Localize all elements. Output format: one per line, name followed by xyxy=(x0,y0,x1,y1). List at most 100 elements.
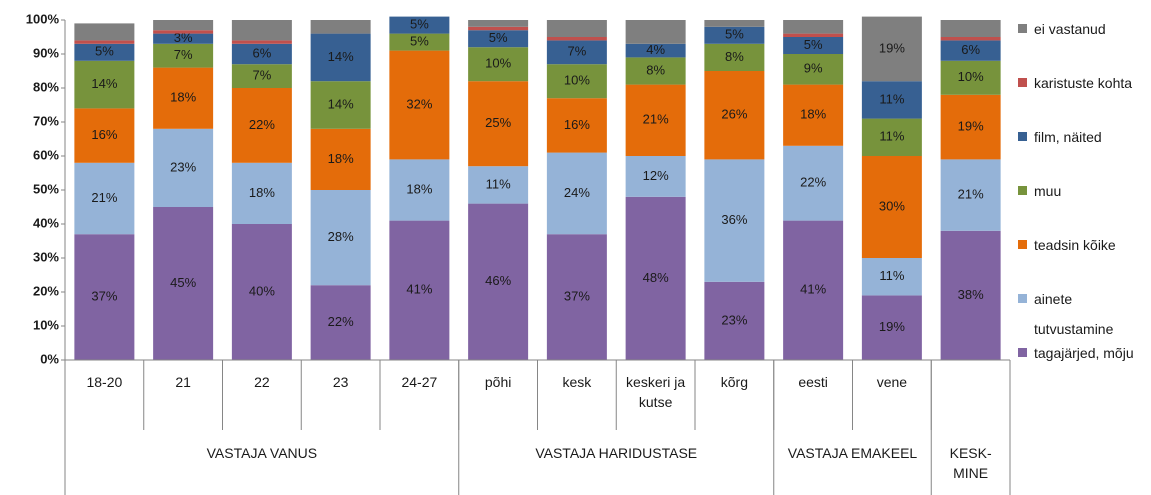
data-label: 37% xyxy=(91,289,117,304)
data-label: 46% xyxy=(485,273,511,288)
y-tick-label: 0% xyxy=(40,351,59,366)
data-label: 18% xyxy=(328,151,354,166)
y-tick-label: 100% xyxy=(26,11,60,26)
bar-segment xyxy=(389,159,450,221)
data-label: 10% xyxy=(485,56,511,71)
bar-segment xyxy=(74,162,135,235)
legend-swatch xyxy=(1018,294,1027,303)
legend-swatch xyxy=(1018,186,1027,195)
data-label: 28% xyxy=(328,229,354,244)
legend-swatch xyxy=(1018,240,1027,249)
bar-segment xyxy=(389,220,450,360)
y-tick-label: 50% xyxy=(33,181,59,196)
bar-segment xyxy=(704,159,765,282)
bar-segment xyxy=(74,23,135,41)
bar-segment xyxy=(310,128,371,190)
bar-segment xyxy=(74,43,135,61)
data-label: 18% xyxy=(249,185,275,200)
data-label: 32% xyxy=(406,96,432,111)
bar-segment xyxy=(861,81,922,119)
legend-swatch xyxy=(1018,78,1027,87)
x-tick-label: põhi xyxy=(484,374,512,390)
bar-segment xyxy=(861,156,922,258)
x-tick-label: kõrg xyxy=(720,374,748,390)
data-label: 14% xyxy=(91,76,117,91)
x-tick-label: 24-27 xyxy=(401,374,438,390)
bar-segment xyxy=(546,234,607,360)
bar-segment xyxy=(546,37,607,41)
data-label: 19% xyxy=(879,319,905,334)
bar-segment xyxy=(153,207,214,360)
data-label: 25% xyxy=(485,115,511,130)
bar-segment xyxy=(546,40,607,65)
data-label: 8% xyxy=(646,62,665,77)
bar-segment xyxy=(625,84,686,156)
data-label: 16% xyxy=(564,117,590,132)
data-label: 22% xyxy=(328,314,354,329)
y-tick-label: 90% xyxy=(33,45,59,60)
y-tick-label: 60% xyxy=(33,147,59,162)
data-label: 38% xyxy=(958,287,984,302)
legend-swatch xyxy=(1018,348,1027,357)
data-label: 21% xyxy=(643,112,669,127)
data-label: 4% xyxy=(646,42,665,57)
bar-segment xyxy=(783,37,844,54)
y-tick-label: 10% xyxy=(33,317,59,332)
data-label: 23% xyxy=(721,312,747,327)
bar-segment xyxy=(231,43,292,65)
data-label: 7% xyxy=(174,47,193,62)
x-tick-label: eesti xyxy=(798,374,828,390)
data-label: 10% xyxy=(958,69,984,84)
data-label: 5% xyxy=(410,34,429,49)
bar-segment xyxy=(74,40,135,44)
legend-label: karistuste kohta xyxy=(1034,75,1133,91)
data-label: 5% xyxy=(725,27,744,42)
bar-segment xyxy=(231,40,292,44)
bar-segment xyxy=(861,258,922,296)
data-label: 10% xyxy=(564,73,590,88)
bar-segment xyxy=(940,20,1001,37)
bar-segment xyxy=(389,50,450,160)
bar-segment xyxy=(704,20,765,27)
data-label: 37% xyxy=(564,289,590,304)
data-label: 6% xyxy=(252,45,271,60)
data-label: 23% xyxy=(170,159,196,174)
data-label: 11% xyxy=(879,91,904,106)
legend-label: ei vastanud xyxy=(1034,21,1106,37)
bar-segment xyxy=(153,30,214,34)
bar-segment xyxy=(231,224,292,360)
y-tick-label: 80% xyxy=(33,79,59,94)
bar-segment xyxy=(704,26,765,44)
bar-segment xyxy=(153,128,214,207)
bar-segment xyxy=(231,162,292,224)
bar-segment xyxy=(783,33,844,37)
bar-segment xyxy=(783,20,844,34)
x-tick-label: vene xyxy=(876,374,908,390)
group-label: VASTAJA VANUS xyxy=(206,445,318,461)
bar-segment xyxy=(783,54,844,85)
data-label: 11% xyxy=(486,176,511,191)
bar-segment xyxy=(468,203,529,360)
x-tick-label: 22 xyxy=(254,374,270,390)
data-label: 19% xyxy=(879,40,905,55)
bar-segment xyxy=(625,20,686,44)
bar-segment xyxy=(153,67,214,129)
data-label: 40% xyxy=(249,283,275,298)
data-label: 14% xyxy=(328,49,354,64)
data-label: 3% xyxy=(174,30,193,45)
bar-segment xyxy=(153,20,214,31)
bar-segment xyxy=(310,285,371,360)
bar-segment xyxy=(468,81,529,167)
data-label: 5% xyxy=(489,30,508,45)
data-label: 14% xyxy=(328,96,354,111)
group-label: VASTAJA EMAKEEL xyxy=(787,445,918,461)
x-tick-label: 18-20 xyxy=(86,374,123,390)
bar-segment xyxy=(940,94,1001,160)
data-label: 7% xyxy=(252,68,271,83)
data-label: 21% xyxy=(91,190,117,205)
legend-label: film, näited xyxy=(1034,129,1102,145)
data-label: 24% xyxy=(564,185,590,200)
legend-label: teadsin kõike xyxy=(1034,237,1116,253)
legend-label: tagajärjed, mõju xyxy=(1034,345,1134,361)
bar-segment xyxy=(468,166,529,204)
